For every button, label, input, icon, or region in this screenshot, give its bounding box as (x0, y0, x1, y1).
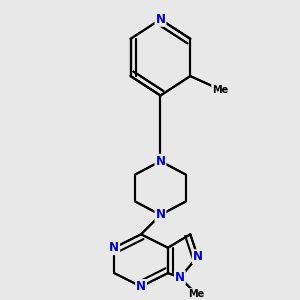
Text: N: N (155, 155, 165, 168)
Text: N: N (155, 13, 165, 26)
Text: N: N (136, 280, 146, 293)
Text: N: N (109, 241, 119, 254)
Text: N: N (155, 208, 165, 221)
Text: Me: Me (188, 289, 204, 299)
Text: N: N (175, 271, 185, 284)
Text: N: N (193, 250, 203, 263)
Text: Me: Me (212, 85, 228, 94)
